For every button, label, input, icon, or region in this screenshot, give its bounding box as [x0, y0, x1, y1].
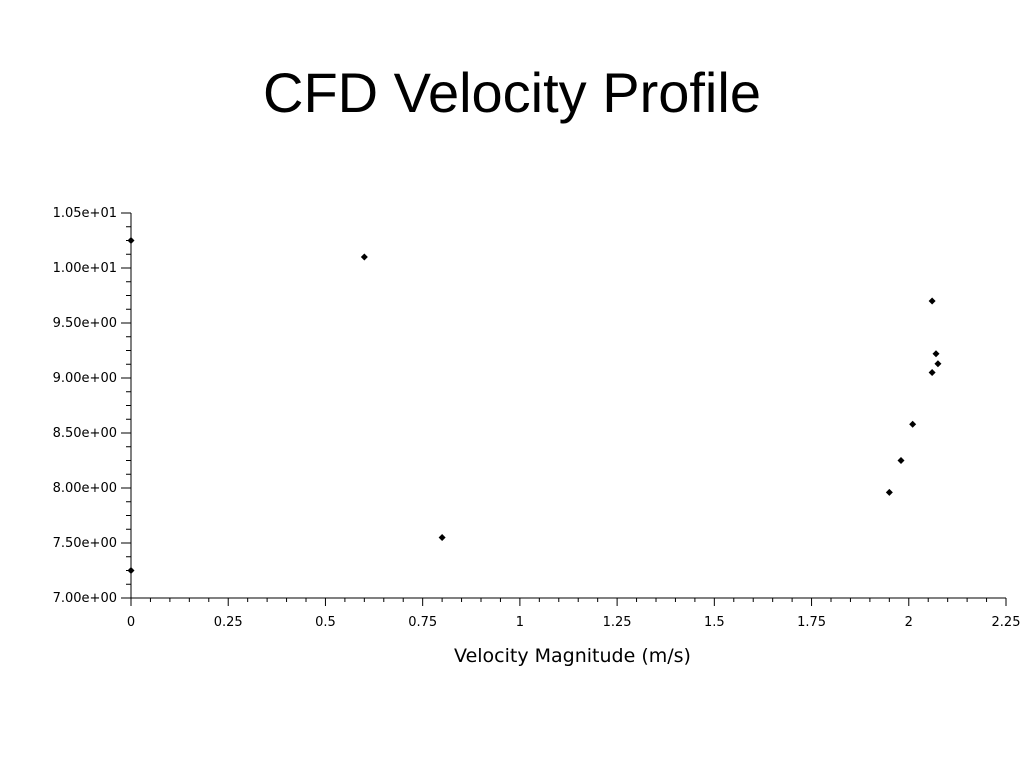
data-point [360, 253, 368, 261]
y-tick-label: 1.05e+01 [53, 206, 117, 221]
data-point [928, 369, 936, 376]
y-tick-label: 9.50e+00 [53, 316, 117, 331]
y-tick-label: 7.50e+00 [53, 536, 117, 551]
data-point [127, 237, 135, 244]
x-tick-label: 1 [516, 615, 524, 630]
data-point [438, 534, 446, 541]
x-tick-label: 0.25 [214, 615, 243, 630]
y-tick-label: 1.00e+01 [53, 261, 117, 276]
data-point [928, 297, 936, 305]
y-tick-label: 8.50e+00 [53, 426, 117, 441]
data-point [127, 567, 135, 574]
y-tick-label: 7.00e+00 [53, 591, 117, 606]
x-tick-label: 0.5 [315, 615, 336, 630]
x-tick-label: 1.75 [797, 615, 826, 630]
x-tick-label: 0 [127, 615, 135, 630]
data-point [909, 420, 917, 428]
data-point [934, 360, 942, 368]
data-point [897, 457, 905, 464]
y-tick-label: 9.00e+00 [53, 371, 117, 386]
x-tick-label: 1.5 [704, 615, 725, 630]
x-tick-label: 0.75 [408, 615, 437, 630]
x-axis-label: Velocity Magnitude (m/s) [454, 645, 691, 667]
data-point [932, 350, 940, 358]
x-tick-label: 2 [905, 615, 913, 630]
x-tick-label: 1.25 [603, 615, 632, 630]
x-tick-label: 2.25 [992, 615, 1021, 630]
y-tick-label: 8.00e+00 [53, 481, 117, 496]
slide-title: CFD Velocity Profile [263, 61, 761, 124]
data-point [885, 488, 893, 496]
